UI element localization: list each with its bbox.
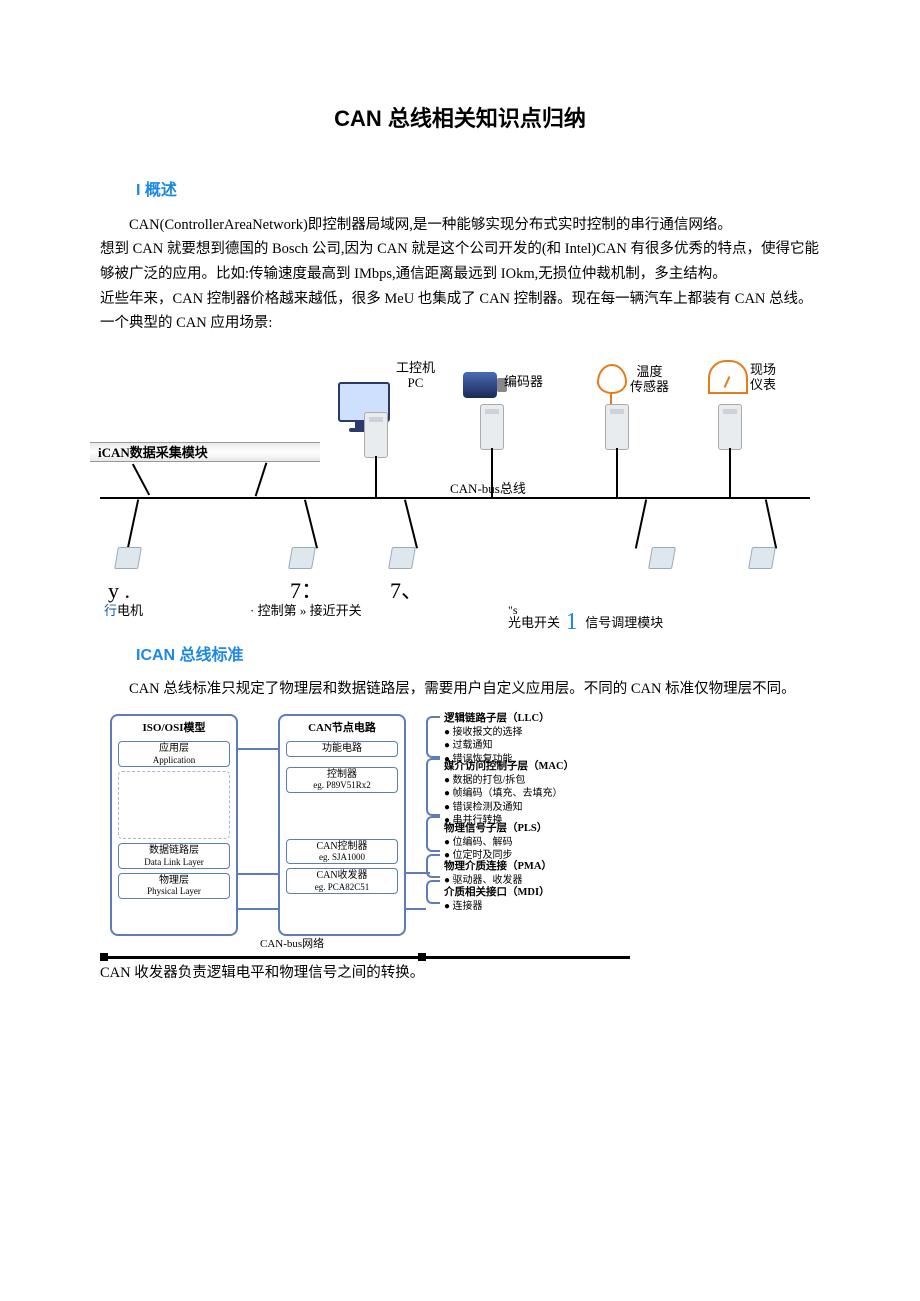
encoder-label: 编码器 [504,374,543,390]
drop-line [729,448,731,498]
bus-end-icon [418,953,426,961]
right-block-llc: 逻辑链路子层（LLC） 接收报文的选择 过载通知 错误恢复功能 [444,712,550,767]
can-bus-network-label: CAN-bus网络 [260,935,324,954]
can-bus-label: CAN-bus总线 [450,478,526,500]
osi-layer-gap [118,771,230,839]
right-block-pls: 物理信号子层（PLS） 位编码、解码 位定时及同步 [444,822,547,863]
can-layer-controller: CAN控制器eg. SJA1000 [286,839,398,865]
temp-sensor-icon [597,364,627,394]
connector-line [238,873,278,875]
drop-line [404,499,418,548]
can-topology-diagram: iCAN数据采集模块 CAN-bus总线 工控机 PC 编码器 温度 传感器 现… [90,342,820,622]
drop-line [491,448,493,498]
node-icon [388,547,416,569]
bottom-symbol: 7、 [390,572,423,609]
brace-icon [426,854,440,878]
encoder-icon [463,372,497,398]
adapter-icon [718,404,742,450]
osi-layer-dll: 数据链路层Data Link Layer [118,843,230,869]
can-layer-func: 功能电路 [286,741,398,757]
paragraph-2: 想到 CAN 就要想到德国的 Bosch 公司,因为 CAN 就是这个公司开发的… [100,237,820,286]
bus-end-icon [100,953,108,961]
drop-line [127,499,139,548]
right-block-mdi: 介质相关接口（MDI） 连接器 [444,886,550,914]
section-1-heading: I 概述 [136,177,820,204]
drop-line [616,448,618,498]
meter-label: 现场 仪表 [750,362,776,393]
meter-icon [708,360,748,394]
drop-line [765,499,777,548]
paragraph-1: CAN(ControllerAreaNetwork)即控制器局域网,是一种能够实… [100,213,820,238]
drop-line [255,462,268,496]
node-icon [748,547,776,569]
osi-layer-phy: 物理层Physical Layer [118,873,230,899]
paragraph-3: 近些年来，CAN 控制器价格越来越低，很多 MeU 也集成了 CAN 控制器。现… [100,287,820,312]
osi-column: ISO/OSI模型 应用层Application 数据链路层Data Link … [110,714,238,936]
connector-line [238,908,278,910]
connector-line [406,908,426,910]
osi-col-title: ISO/OSI模型 [112,719,236,738]
ican-module-bar: iCAN数据采集模块 [90,442,320,462]
brace-icon [426,758,440,816]
bottom-label-motor: 行电机 [104,600,143,622]
can-layer-mcu: 控制器eg. P89V51Rx2 [286,767,398,793]
brace-icon [426,880,440,904]
node-icon [114,547,142,569]
brace-icon [426,716,440,758]
paragraph-5: CAN 总线标准只规定了物理层和数据链路层，需要用户自定义应用层。不同的 CAN… [100,677,820,702]
paragraph-4: 一个典型的 CAN 应用场景: [100,311,820,336]
right-block-mac: 媒介访问控制子层（MAC） 数据的打包/拆包 帧编码（填充、去填充） 错误检测及… [444,760,574,828]
drop-line [304,499,318,548]
adapter-icon [605,404,629,450]
section-2-heading: ICAN 总线标准 [136,642,820,669]
page-title: CAN 总线相关知识点归纳 [100,100,820,137]
can-node-col-title: CAN节点电路 [280,719,404,738]
bottom-label-switch: · 控制第 » 接近开关 [250,600,362,622]
drop-line [375,456,377,498]
node-icon [288,547,316,569]
osi-layer-app: 应用层Application [118,741,230,767]
osi-model-diagram: ISO/OSI模型 应用层Application 数据链路层Data Link … [100,708,630,959]
right-block-pma: 物理介质连接（PMA） 驱动器、收发器 [444,860,552,888]
connector-line [238,748,278,750]
drop-line [132,463,150,495]
node-icon [648,547,676,569]
brace-icon [426,816,440,852]
paragraph-6: CAN 收发器负责逻辑电平和物理信号之间的转换。 [100,961,820,986]
can-node-column: CAN节点电路 功能电路 控制器eg. P89V51Rx2 CAN控制器eg. … [278,714,406,936]
drop-line [635,499,647,548]
temp-sensor-label: 温度 传感器 [630,364,669,395]
adapter-icon [480,404,504,450]
pc-label: 工控机 PC [396,360,435,391]
can-layer-transceiver: CAN收发器eg. PCA82C51 [286,868,398,894]
bottom-label-optical: "s 光电开关 1 信号调理模块 [508,600,663,641]
adapter-icon [364,412,388,458]
